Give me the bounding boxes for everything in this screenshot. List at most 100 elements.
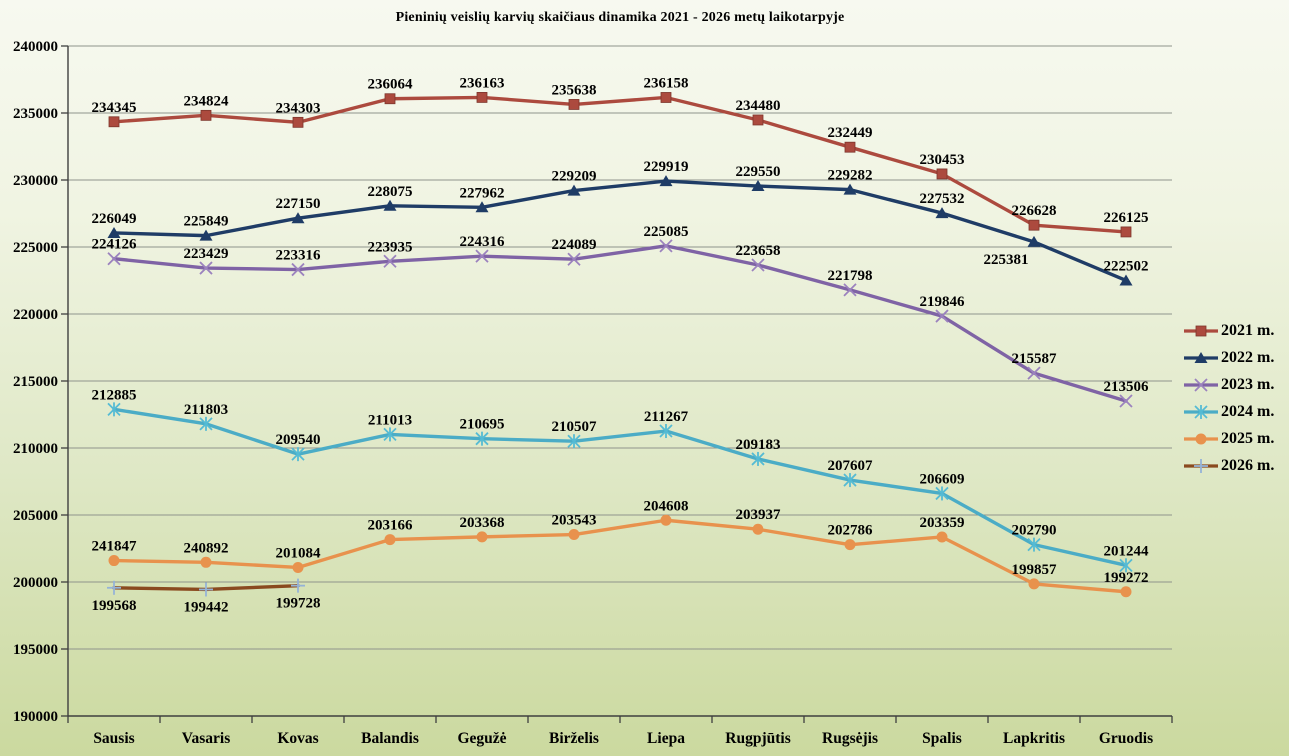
data-point-marker	[936, 531, 948, 543]
x-axis-label: Vasaris	[182, 730, 231, 747]
series-line	[112, 179, 1128, 283]
data-point-marker	[1028, 219, 1040, 231]
data-label: 228075	[368, 184, 413, 200]
data-label: 207607	[828, 458, 874, 474]
data-label: 234824	[184, 93, 230, 109]
data-label: 225381	[984, 252, 1029, 268]
data-label: 210695	[460, 417, 505, 433]
data-point-marker	[844, 141, 856, 153]
data-label: 236163	[460, 75, 505, 91]
data-label: 209183	[736, 437, 781, 453]
series-2023-m-	[107, 239, 1133, 408]
data-point-marker	[291, 212, 305, 224]
y-axis-label: 195000	[13, 642, 58, 658]
data-label: 211803	[184, 402, 228, 418]
data-point-marker	[1119, 274, 1133, 286]
data-label: 212885	[92, 387, 137, 403]
data-label: 221798	[828, 268, 873, 284]
data-label: 241847	[92, 539, 138, 555]
y-axis-label: 235000	[13, 106, 58, 122]
data-point-marker	[844, 539, 856, 551]
data-label: 203368	[460, 515, 505, 531]
x-axis-label: Rugsėjis	[822, 730, 878, 747]
data-label: 199272	[1104, 570, 1149, 586]
x-axis-label: Liepa	[647, 730, 685, 747]
data-point-marker	[475, 249, 489, 263]
data-point-marker	[200, 109, 212, 121]
legend-marker	[1195, 325, 1207, 336]
legend-label: 2024 m.	[1221, 402, 1275, 420]
series-line	[112, 518, 1128, 594]
data-point-marker	[107, 252, 121, 266]
data-point-marker	[1119, 394, 1133, 408]
data-point-marker	[568, 529, 580, 541]
data-point-marker	[751, 258, 765, 272]
data-label: 199728	[276, 596, 321, 612]
data-point-marker	[567, 184, 581, 196]
data-label: 223429	[184, 246, 229, 262]
data-label: 223658	[736, 243, 781, 259]
data-point-marker	[1195, 433, 1207, 444]
data-label: 234480	[736, 98, 781, 114]
data-label: 224089	[552, 237, 597, 253]
legend-item-2023-m-: 2023 m.	[1183, 371, 1274, 398]
data-point-marker	[1028, 578, 1040, 590]
legend-item-2024-m-: 2024 m.	[1183, 398, 1274, 425]
data-label: 227150	[276, 196, 321, 212]
series-2025-m-	[108, 514, 1132, 598]
data-point-marker	[475, 201, 489, 213]
legend-marker	[1194, 458, 1208, 473]
data-label: 213506	[1104, 379, 1150, 395]
data-label: 211013	[368, 412, 412, 428]
data-point-marker	[1120, 586, 1132, 598]
legend-marker-icon	[1184, 325, 1218, 336]
data-point-marker	[292, 561, 304, 573]
data-label: 229282	[828, 168, 873, 184]
data-point-marker	[108, 116, 120, 128]
series-2022-m-	[107, 175, 1133, 286]
data-label: 202786	[828, 523, 874, 539]
data-point-marker	[292, 116, 304, 128]
legend-label: 2021 m.	[1221, 321, 1275, 339]
legend-marker	[1195, 433, 1207, 444]
data-point-marker	[936, 168, 948, 180]
series-line	[112, 244, 1128, 403]
data-label: 232449	[828, 125, 873, 141]
y-axis-label: 240000	[13, 39, 58, 55]
legend-item-2022-m-: 2022 m.	[1183, 344, 1274, 371]
y-axis-label: 200000	[13, 575, 58, 591]
x-axis-label: Sausis	[93, 730, 134, 747]
legend-label: 2025 m.	[1221, 429, 1275, 447]
data-point-marker	[1120, 226, 1132, 238]
data-point-marker	[200, 556, 212, 568]
data-label: 229919	[644, 159, 689, 175]
x-axis-label: Spalis	[922, 730, 962, 747]
data-label: 201244	[1104, 543, 1150, 559]
legend-marker-icon	[1184, 458, 1218, 473]
data-label: 204608	[644, 498, 689, 514]
data-label: 227962	[460, 185, 505, 201]
x-axis-label: Gegužė	[457, 730, 506, 747]
data-point-marker	[659, 175, 673, 187]
data-point-marker	[384, 534, 396, 546]
data-label: 229209	[552, 169, 597, 185]
data-label: 199857	[1012, 562, 1058, 578]
series-2026-m-	[107, 578, 305, 597]
data-label: 206609	[920, 471, 965, 487]
data-label: 223316	[276, 248, 322, 264]
data-point-marker	[660, 514, 672, 526]
y-axis-label: 205000	[13, 508, 58, 524]
data-label: 203166	[368, 518, 414, 534]
data-point-marker	[1027, 235, 1041, 247]
series-2024-m-	[107, 402, 1133, 573]
data-label: 230453	[920, 152, 965, 168]
data-point-marker	[752, 114, 764, 126]
x-axis-label: Balandis	[361, 730, 419, 747]
data-point-marker	[383, 199, 397, 211]
data-label: 240892	[184, 540, 229, 556]
data-point-marker	[476, 531, 488, 543]
data-label: 225085	[644, 224, 689, 240]
data-point-marker	[383, 254, 397, 268]
